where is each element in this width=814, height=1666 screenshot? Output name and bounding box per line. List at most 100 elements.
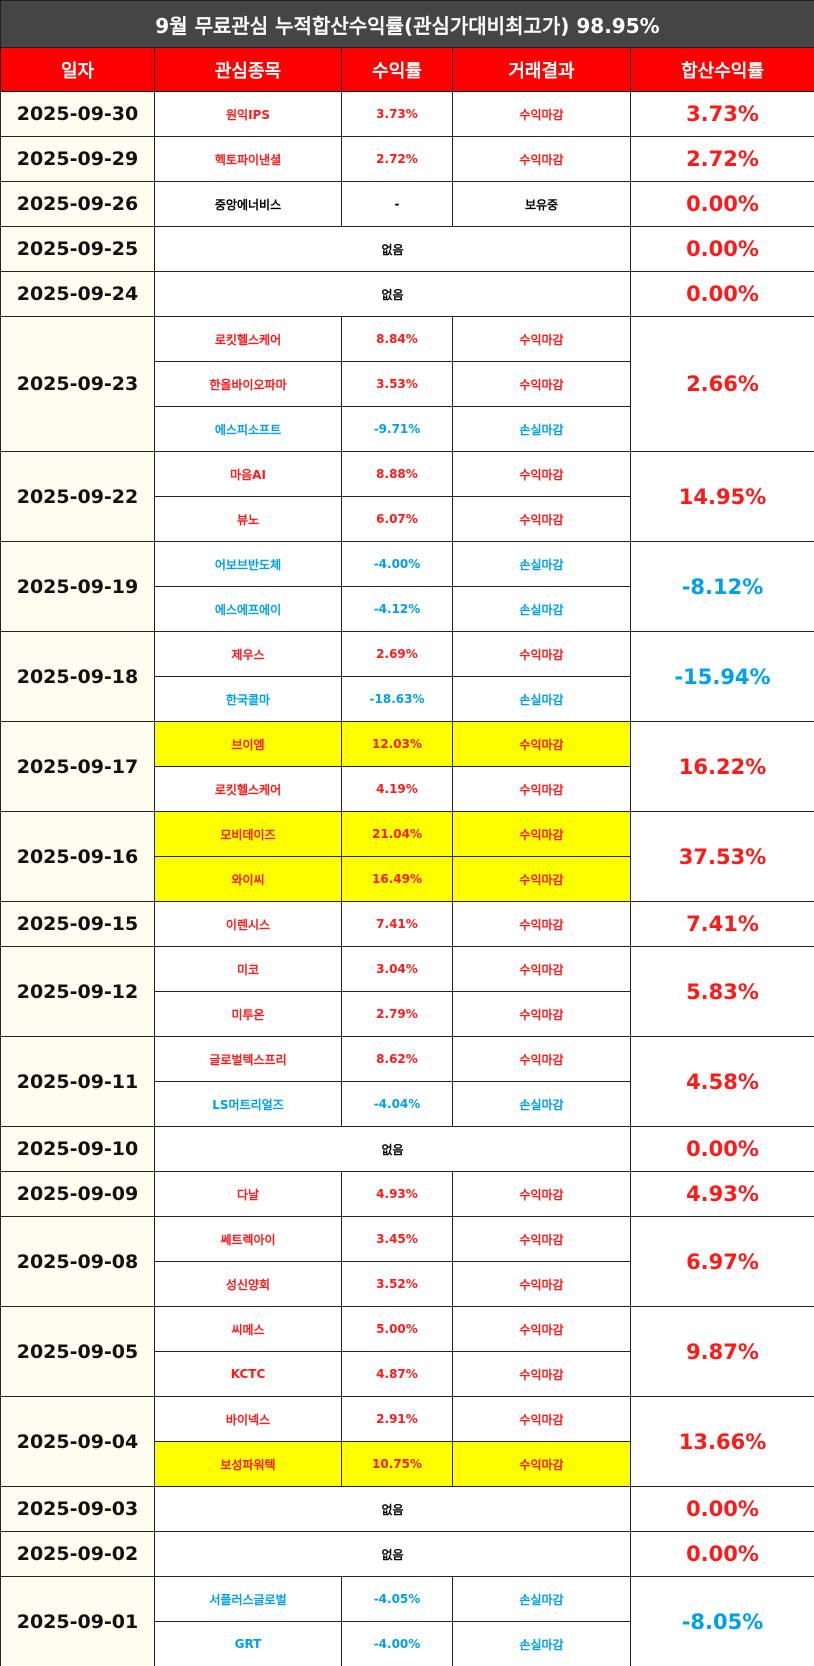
trade-result: 손실마감 xyxy=(452,406,631,452)
trade-result: 수익마감 xyxy=(452,901,631,947)
trade-result: 손실마감 xyxy=(452,676,631,722)
table-row: 보성파워텍 10.75% 수익마감 xyxy=(1,1441,814,1487)
stock-return: -9.71% xyxy=(341,406,453,452)
total-return: -8.12% xyxy=(630,541,814,632)
stock-name: 없음 xyxy=(154,1531,631,1577)
table-row: GRT -4.00% 손실마감 xyxy=(1,1621,814,1666)
stock-return: 4.19% xyxy=(341,766,453,812)
stock-name: 브이엠 xyxy=(154,721,342,767)
stock-name: 없음 xyxy=(154,226,631,272)
date-cell: 2025-09-02 xyxy=(0,1531,155,1577)
stock-name: 헥토파이낸셜 xyxy=(154,136,342,182)
trade-result: 수익마감 xyxy=(452,1441,631,1487)
total-return: 3.73% xyxy=(630,91,814,137)
stock-name: 이렌시스 xyxy=(154,901,342,947)
total-return: 6.97% xyxy=(630,1216,814,1307)
table-row: 2025-09-22 마음AI 8.88% 수익마감 14.95% xyxy=(0,451,814,542)
table-row: 2025-09-02 없음 0.00% xyxy=(0,1531,814,1577)
stock-return: 8.62% xyxy=(341,1036,453,1082)
date-cell: 2025-09-04 xyxy=(0,1396,155,1487)
header-cell: 수익률 xyxy=(341,47,453,92)
stock-name: 마음AI xyxy=(154,451,342,497)
table-row: KCTC 4.87% 수익마감 xyxy=(1,1351,814,1397)
date-cell: 2025-09-03 xyxy=(0,1486,155,1532)
date-cell: 2025-09-26 xyxy=(0,181,155,227)
stock-return: 8.84% xyxy=(341,316,453,362)
stock-name: 원익IPS xyxy=(154,91,342,137)
date-cell: 2025-09-08 xyxy=(0,1216,155,1307)
trade-result: 손실마감 xyxy=(452,1576,631,1622)
table-row: 2025-09-10 없음 0.00% xyxy=(0,1126,814,1172)
table-row: 한국콜마 -18.63% 손실마감 xyxy=(1,676,814,722)
header-cell: 거래결과 xyxy=(452,47,631,92)
date-cell: 2025-09-18 xyxy=(0,631,155,722)
stock-name: 미코 xyxy=(154,946,342,992)
total-return: 16.22% xyxy=(630,721,814,812)
stock-return: 2.79% xyxy=(341,991,453,1037)
stock-return: 3.45% xyxy=(341,1216,453,1262)
trade-result: 수익마감 xyxy=(452,451,631,497)
trade-result: 수익마감 xyxy=(452,811,631,857)
stock-name: 없음 xyxy=(154,1126,631,1172)
stock-return: 3.52% xyxy=(341,1261,453,1307)
stock-name: 제우스 xyxy=(154,631,342,677)
trade-result: 수익마감 xyxy=(452,361,631,407)
trade-result: 수익마감 xyxy=(452,136,631,182)
stock-return: -4.12% xyxy=(341,586,453,632)
table-row: 에스피소프트 -9.71% 손실마감 xyxy=(1,406,814,452)
date-cell: 2025-09-10 xyxy=(0,1126,155,1172)
stock-name: 한올바이오파마 xyxy=(154,361,342,407)
total-return: 2.66% xyxy=(630,316,814,452)
stock-name: 한국콜마 xyxy=(154,676,342,722)
stock-name: 글로벌텍스프리 xyxy=(154,1036,342,1082)
total-return: 13.66% xyxy=(630,1396,814,1487)
trade-result: 수익마감 xyxy=(452,721,631,767)
total-return: 2.72% xyxy=(630,136,814,182)
stock-name: 에스에프에이 xyxy=(154,586,342,632)
header-cell: 관심종목 xyxy=(154,47,342,92)
trade-result: 손실마감 xyxy=(452,541,631,587)
date-cell: 2025-09-29 xyxy=(0,136,155,182)
date-cell: 2025-09-09 xyxy=(0,1171,155,1217)
stock-name: 다날 xyxy=(154,1171,342,1217)
table-row: 에스에프에이 -4.12% 손실마감 xyxy=(1,586,814,632)
stock-return: 6.07% xyxy=(341,496,453,542)
trade-result: 수익마감 xyxy=(452,316,631,362)
total-return: -8.05% xyxy=(630,1576,814,1666)
trade-result: 수익마감 xyxy=(452,1306,631,1352)
stock-return: 8.88% xyxy=(341,451,453,497)
date-cell: 2025-09-23 xyxy=(0,316,155,452)
trade-result: 수익마감 xyxy=(452,1036,631,1082)
total-return: 5.83% xyxy=(630,946,814,1037)
stock-name: 씨메스 xyxy=(154,1306,342,1352)
stock-name: 와이씨 xyxy=(154,856,342,902)
total-return: 4.58% xyxy=(630,1036,814,1127)
table-row: 2025-09-05 씨메스 5.00% 수익마감 9.87% xyxy=(0,1306,814,1397)
table-row: 2025-09-11 글로벌텍스프리 8.62% 수익마감 4.58% xyxy=(0,1036,814,1127)
table-row: 와이씨 16.49% 수익마감 xyxy=(1,856,814,902)
total-return: 0.00% xyxy=(630,271,814,317)
trade-result: 수익마감 xyxy=(452,1216,631,1262)
total-return: 0.00% xyxy=(630,226,814,272)
date-cell: 2025-09-19 xyxy=(0,541,155,632)
table-row: 2025-09-08 쎄트렉아이 3.45% 수익마감 6.97% xyxy=(0,1216,814,1307)
stock-return: 2.69% xyxy=(341,631,453,677)
table-row: 2025-09-17 브이엠 12.03% 수익마감 16.22% xyxy=(0,721,814,812)
header-row: 일자 관심종목 수익률 거래결과 합산수익률 xyxy=(0,47,814,92)
trade-result: 수익마감 xyxy=(452,856,631,902)
table-row: 2025-09-15 이렌시스 7.41% 수익마감 7.41% xyxy=(0,901,814,947)
trade-result: 수익마감 xyxy=(452,1261,631,1307)
trade-result: 보유중 xyxy=(452,181,631,227)
trade-result: 수익마감 xyxy=(452,991,631,1037)
stock-return: 2.91% xyxy=(341,1396,453,1442)
date-cell: 2025-09-01 xyxy=(0,1576,155,1666)
stock-name: 미투온 xyxy=(154,991,342,1037)
table-row: 2025-09-25 없음 0.00% xyxy=(0,226,814,272)
table-row: 한올바이오파마 3.53% 수익마감 xyxy=(1,361,814,407)
trade-result: 수익마감 xyxy=(452,496,631,542)
date-cell: 2025-09-22 xyxy=(0,451,155,542)
date-cell: 2025-09-05 xyxy=(0,1306,155,1397)
